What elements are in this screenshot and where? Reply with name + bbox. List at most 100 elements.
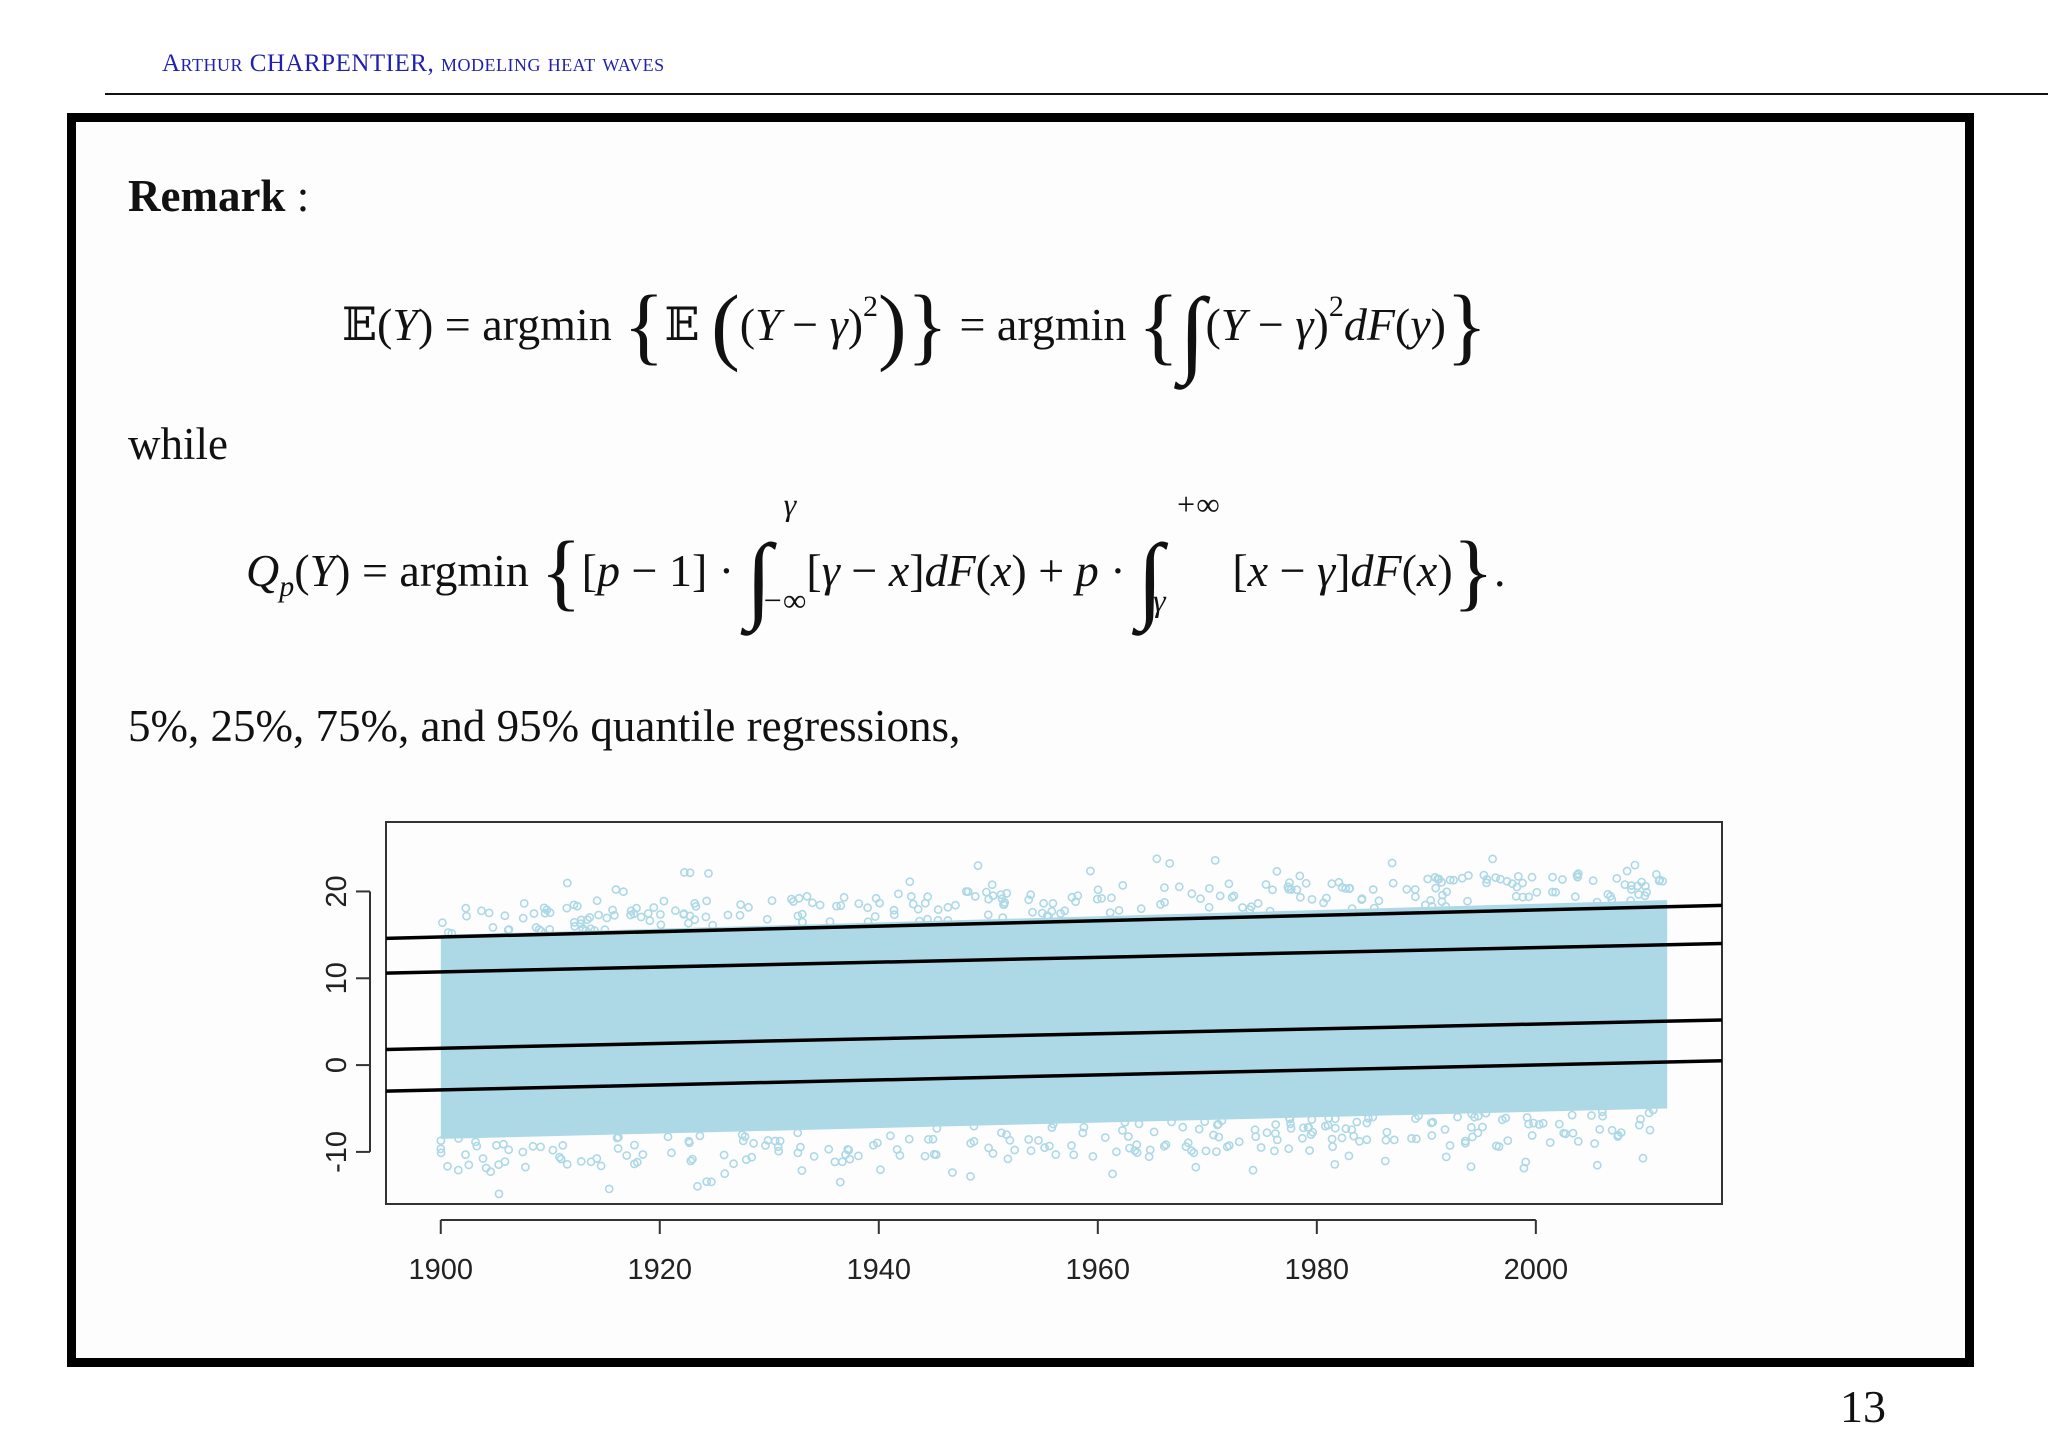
data-point: [871, 893, 881, 903]
data-point: [931, 1150, 941, 1160]
data-point: [1272, 1135, 1282, 1145]
data-point: [1308, 1127, 1318, 1137]
data-point: [691, 901, 701, 911]
data-point: [1473, 1111, 1483, 1121]
x-tick-label: 1920: [628, 1254, 693, 1286]
data-point: [1573, 872, 1582, 882]
data-point: [1347, 1125, 1357, 1134]
data-point: [1473, 1128, 1483, 1138]
data-point: [744, 902, 753, 912]
data-point: [685, 911, 695, 921]
data-point: [1466, 1122, 1476, 1132]
data-point: [1048, 899, 1058, 908]
data-point: [1285, 878, 1294, 887]
data-point: [586, 1157, 596, 1167]
data-point: [461, 903, 471, 913]
data-point: [1307, 1115, 1317, 1124]
data-point: [573, 901, 582, 911]
data-point: [1026, 890, 1036, 900]
data-point: [1587, 1111, 1596, 1120]
data-point: [1145, 1145, 1155, 1155]
data-point: [1423, 874, 1433, 884]
data-point: [999, 900, 1008, 909]
data-point: [841, 1150, 850, 1159]
data-point: [545, 908, 555, 918]
data-point: [1286, 1124, 1296, 1133]
data-point: [905, 877, 915, 887]
data-point: [684, 1136, 694, 1146]
data-point: [1496, 874, 1505, 884]
data-point: [1002, 888, 1012, 898]
data-point: [793, 1128, 803, 1138]
data-point: [1124, 1132, 1133, 1141]
data-point: [1532, 887, 1542, 897]
plot-box: [385, 821, 1723, 1205]
data-point: [583, 915, 592, 925]
data-point: [1622, 866, 1632, 876]
data-point: [659, 896, 669, 906]
data-point: [1592, 897, 1602, 907]
expectation-equation: 𝔼(Y) = argmin {𝔼 ((Y − γ)2)} = argmin {∫…: [342, 277, 1488, 385]
data-point: [491, 1140, 501, 1150]
data-point: [794, 893, 804, 903]
data-point: [638, 1150, 648, 1159]
data-point: [1097, 894, 1106, 903]
data-point: [443, 1161, 452, 1171]
data-point: [923, 914, 932, 924]
quantile-line-75: [385, 941, 1723, 975]
data-point: [1160, 883, 1169, 892]
data-point: [1268, 885, 1277, 895]
data-point: [982, 887, 991, 897]
data-point: [528, 1141, 538, 1151]
x-tick-label: 1900: [408, 1254, 473, 1286]
data-point: [1067, 892, 1077, 902]
data-point: [1492, 1141, 1501, 1151]
data-point: [1248, 1165, 1258, 1175]
remark-heading: Remark :: [128, 170, 309, 222]
data-point: [835, 1177, 845, 1187]
data-point: [1130, 1146, 1140, 1155]
data-point: [1548, 872, 1557, 882]
data-point: [704, 869, 713, 878]
data-point: [1284, 1144, 1294, 1154]
data-point: [863, 903, 872, 913]
data-point: [1407, 1134, 1416, 1143]
data-point: [1210, 856, 1220, 865]
data-point: [1410, 885, 1420, 894]
data-point: [1637, 877, 1646, 887]
data-point: [702, 1177, 712, 1186]
x-tick-label: 1960: [1066, 1254, 1131, 1286]
data-point: [1187, 1146, 1196, 1156]
data-point: [1597, 1107, 1607, 1117]
data-point: [1105, 908, 1115, 917]
data-point: [1561, 1129, 1570, 1139]
data-point: [500, 911, 510, 921]
data-point: [843, 1145, 853, 1154]
data-point: [723, 910, 733, 920]
page-number: 13: [1840, 1381, 1886, 1432]
data-point: [1341, 1124, 1351, 1134]
data-point: [775, 1136, 785, 1146]
data-point: [521, 1162, 530, 1172]
remark-colon: :: [285, 171, 310, 221]
data-point: [701, 912, 711, 922]
data-point: [1453, 1112, 1462, 1122]
data-point: [1428, 1117, 1438, 1127]
data-point: [1402, 884, 1412, 894]
data-point: [1461, 1138, 1470, 1148]
data-point: [1491, 873, 1501, 882]
data-point: [1652, 870, 1661, 879]
data-point: [619, 887, 628, 897]
data-point: [1554, 1119, 1564, 1129]
data-point: [1330, 1123, 1340, 1133]
data-point: [1545, 1138, 1555, 1147]
quantile-line-5: [385, 1059, 1723, 1093]
data-point: [693, 1181, 702, 1191]
data-point: [1501, 1113, 1511, 1123]
regression-lines: [385, 903, 1723, 1093]
data-point: [1044, 912, 1053, 921]
data-point: [943, 902, 953, 912]
data-point: [1215, 891, 1225, 901]
data-point: [1045, 1141, 1054, 1151]
